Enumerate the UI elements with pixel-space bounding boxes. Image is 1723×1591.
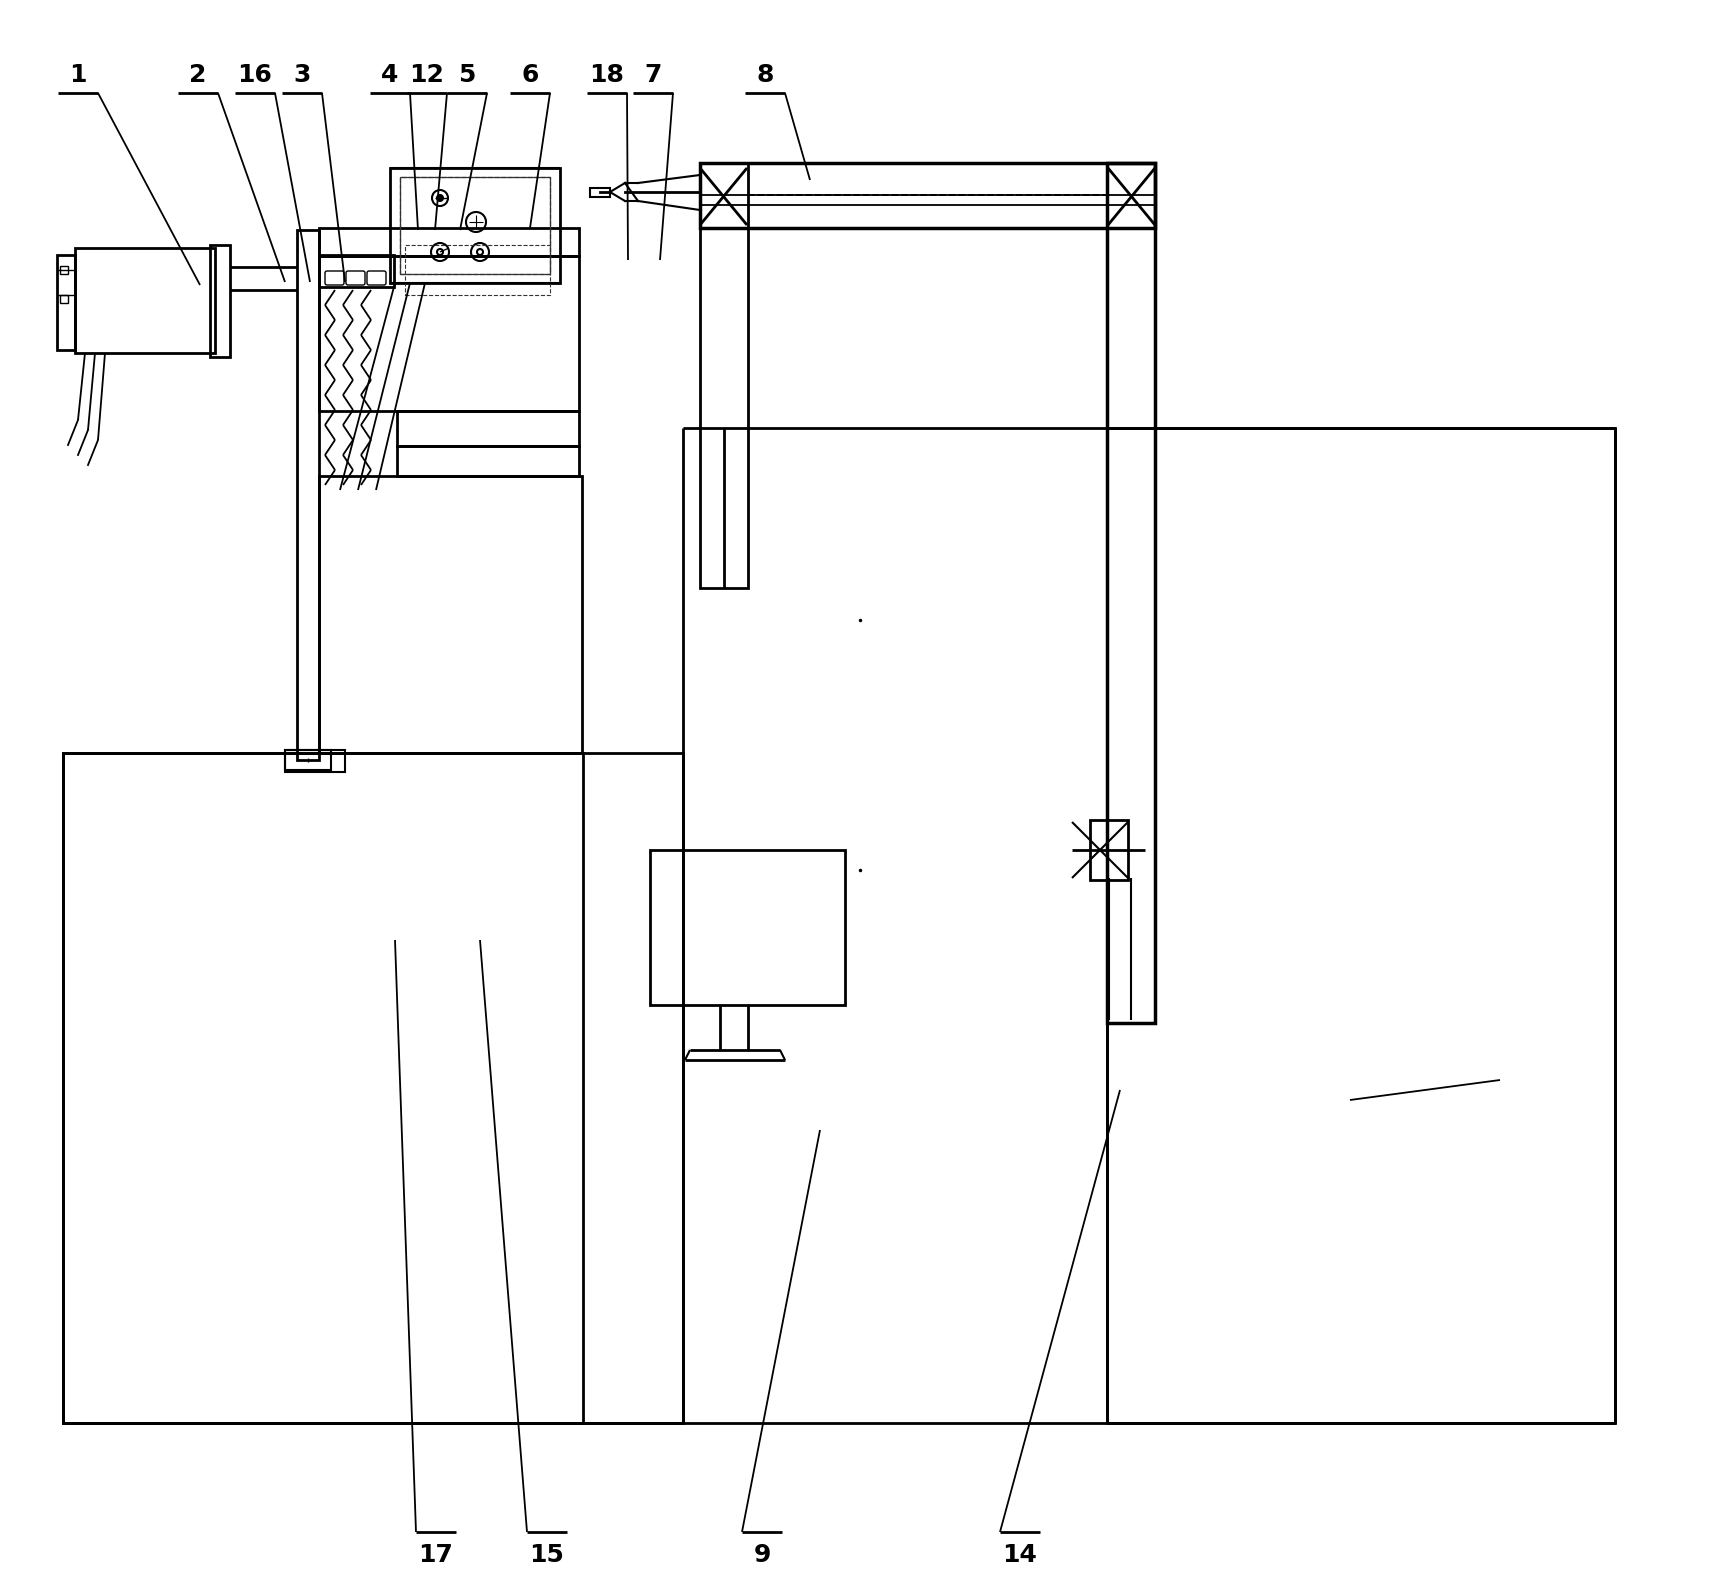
Bar (396, 410, 579, 445)
Bar (296, 231, 319, 760)
Text: 14: 14 (1003, 1543, 1037, 1567)
Text: 3: 3 (293, 64, 310, 88)
Text: 4: 4 (381, 64, 398, 88)
Bar (400, 177, 550, 274)
Bar (319, 476, 582, 753)
Text: 16: 16 (238, 64, 272, 88)
Bar (284, 749, 331, 770)
Bar (64, 753, 582, 1422)
Bar (589, 188, 610, 197)
Bar (389, 169, 560, 283)
Bar (700, 162, 1154, 228)
Bar (650, 850, 844, 1006)
Text: 2: 2 (190, 64, 207, 88)
Text: 9: 9 (753, 1543, 770, 1567)
Text: 1: 1 (69, 64, 86, 88)
Bar (60, 266, 67, 274)
Bar (1091, 819, 1129, 880)
Text: 18: 18 (589, 64, 624, 88)
Text: 7: 7 (644, 64, 662, 88)
Bar (284, 749, 345, 772)
Text: 8: 8 (756, 64, 774, 88)
Bar (405, 245, 550, 294)
Text: 12: 12 (410, 64, 445, 88)
Bar (60, 294, 67, 302)
Bar (700, 162, 748, 589)
Bar (319, 255, 395, 286)
Bar (210, 245, 229, 356)
Text: 15: 15 (529, 1543, 565, 1567)
Bar (76, 248, 215, 353)
Bar (319, 228, 579, 256)
Bar (1106, 428, 1614, 1422)
Circle shape (438, 196, 443, 200)
Text: 5: 5 (458, 64, 476, 88)
Bar (319, 256, 579, 410)
Bar (400, 177, 550, 274)
Bar (396, 445, 579, 476)
Text: 17: 17 (419, 1543, 453, 1567)
Bar (64, 753, 682, 1422)
Text: 6: 6 (522, 64, 539, 88)
Bar (1106, 162, 1154, 1023)
Bar (57, 255, 76, 350)
